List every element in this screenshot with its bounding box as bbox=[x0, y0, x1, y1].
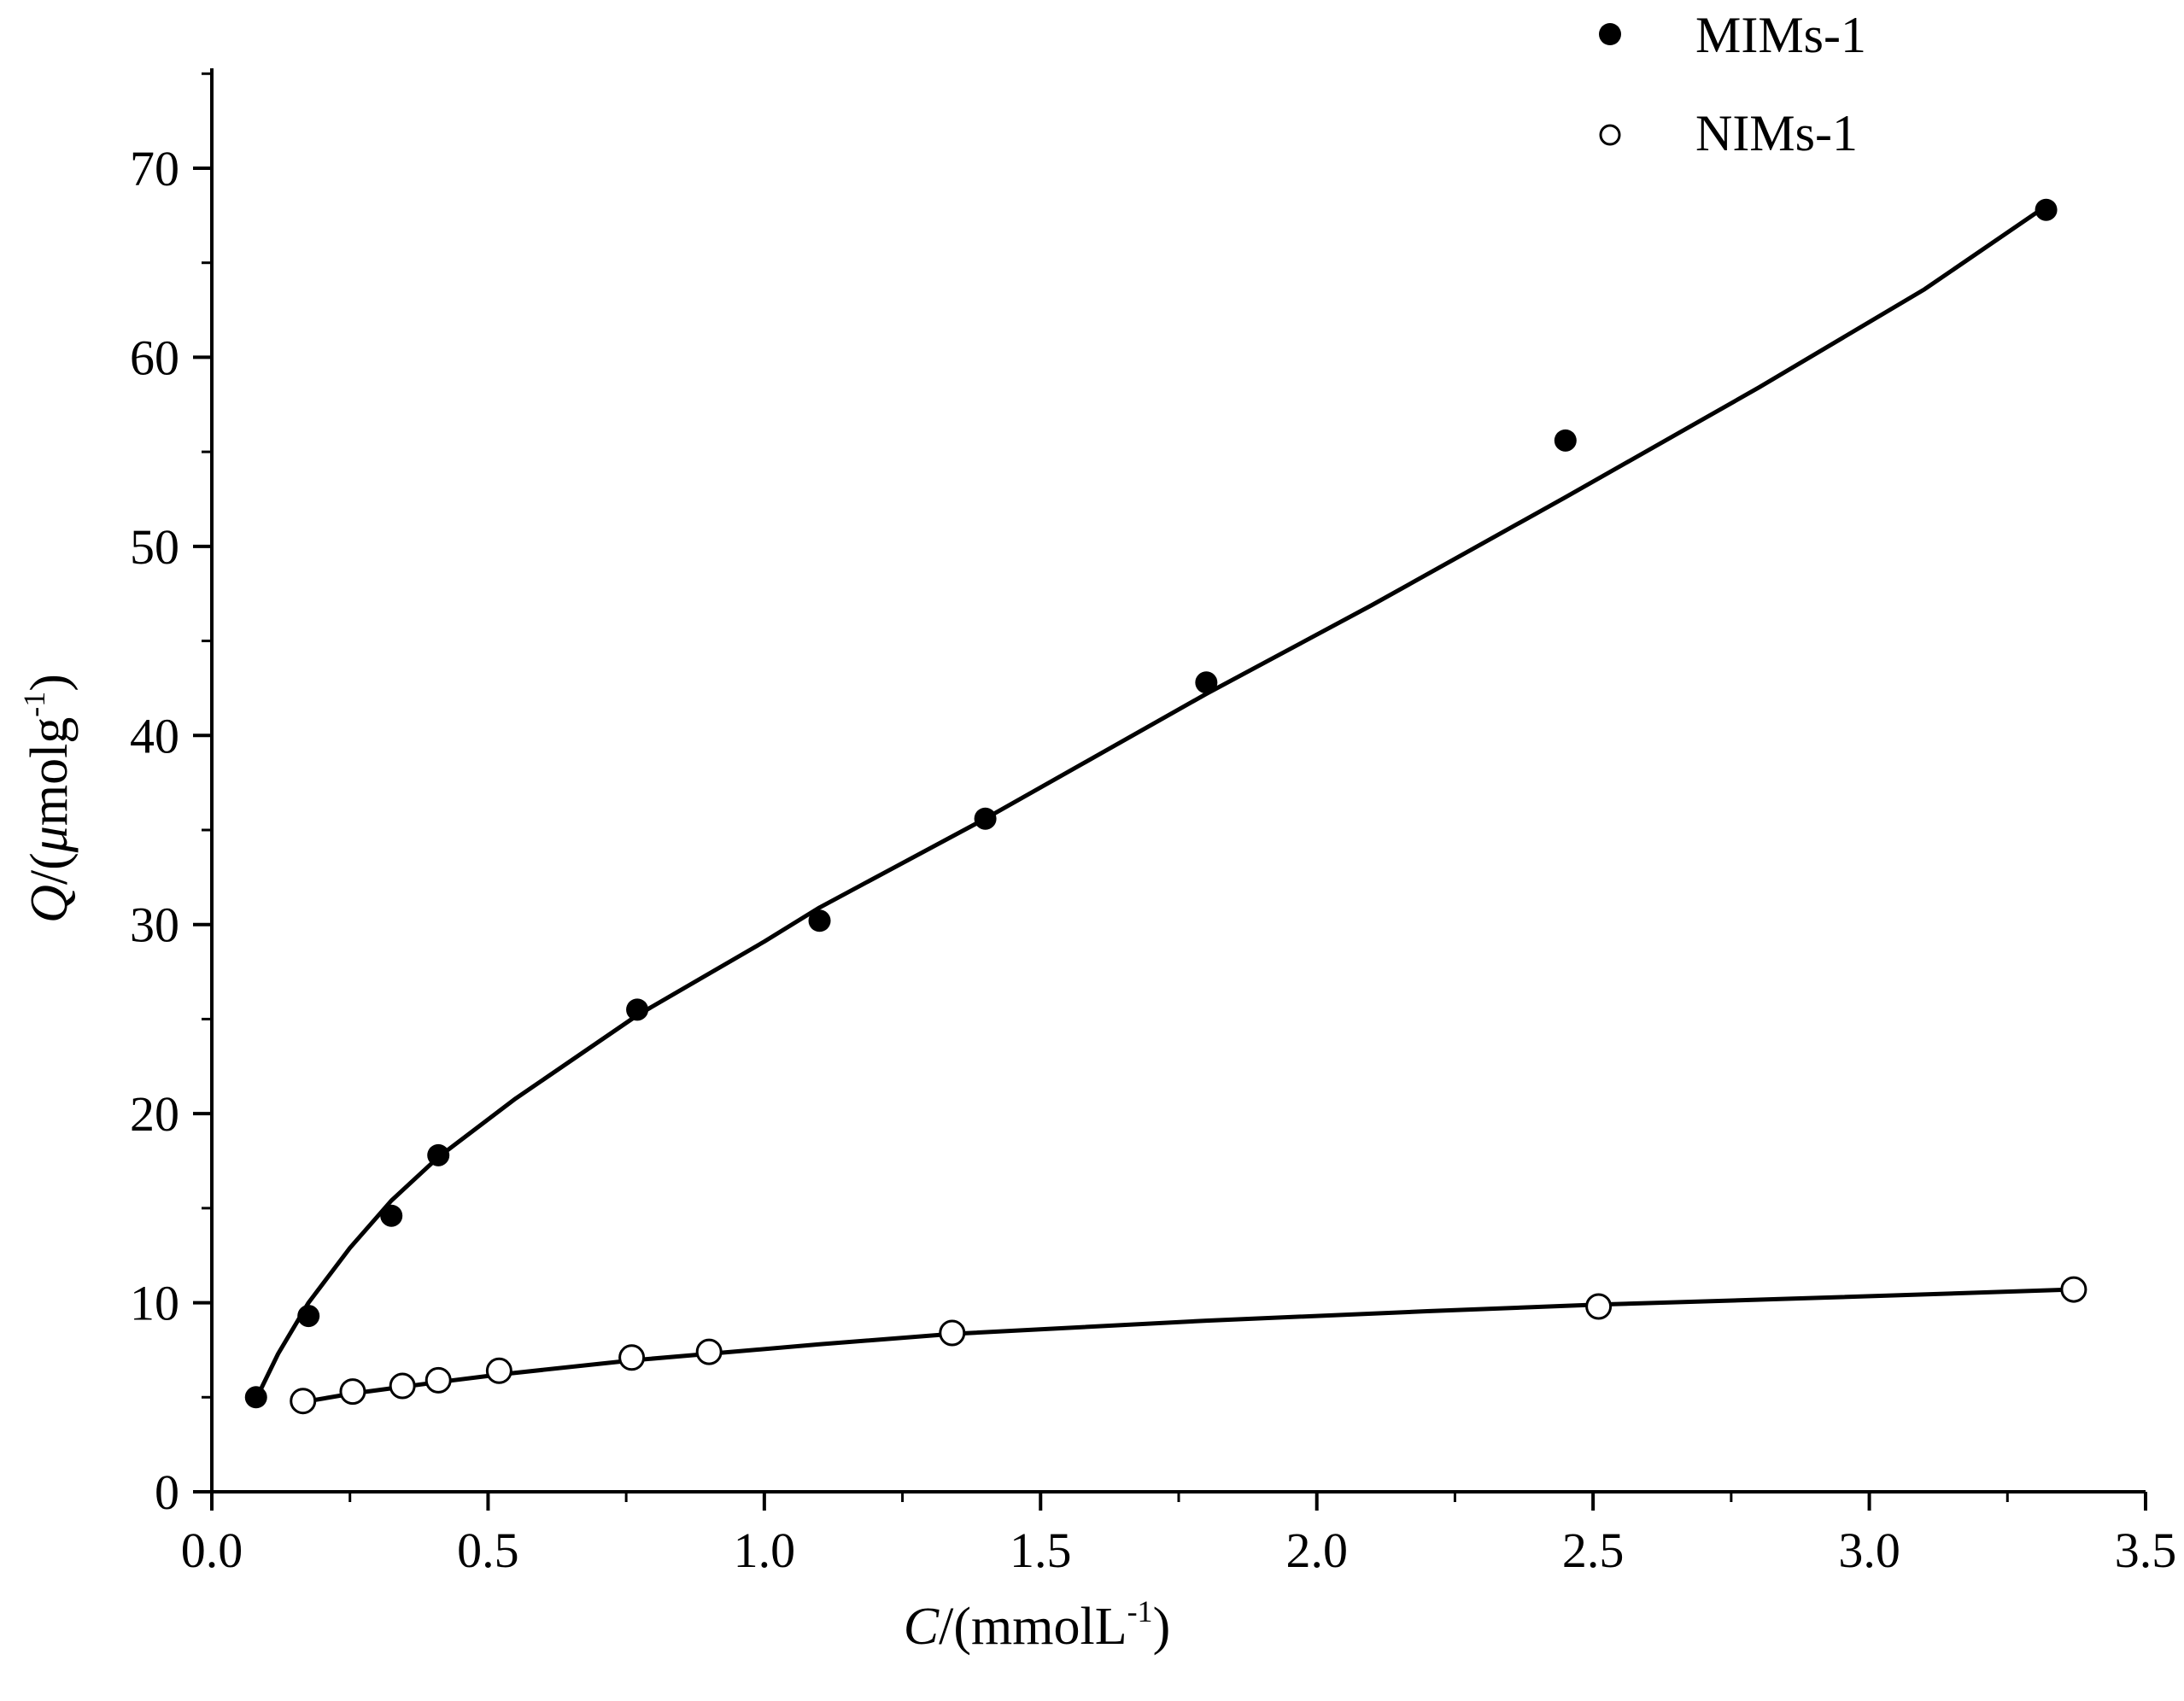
legend-label-mims-1: MIMs-1 bbox=[1695, 7, 1866, 63]
data-point-mims-1 bbox=[244, 1386, 267, 1409]
y-axis-ticks: 0 10 20 30 40 50 60 70 bbox=[130, 72, 212, 1520]
x-tick-label: 1.5 bbox=[1010, 1523, 1072, 1578]
y-tick-label: 50 bbox=[130, 519, 179, 575]
data-point-mims-1 bbox=[2035, 198, 2058, 221]
data-point-mims-1 bbox=[1554, 429, 1577, 452]
data-point-mims-1 bbox=[427, 1143, 450, 1166]
x-tick-label: 1.0 bbox=[734, 1523, 796, 1578]
y-tick-label: 40 bbox=[130, 708, 179, 763]
x-tick-label: 2.5 bbox=[1562, 1523, 1625, 1578]
x-tick-label: 3.5 bbox=[2115, 1523, 2177, 1578]
y-tick-label: 60 bbox=[130, 330, 179, 385]
axes bbox=[210, 68, 2146, 1493]
data-points bbox=[244, 198, 2087, 1415]
legend-label-nims-1: NIMs-1 bbox=[1695, 105, 1858, 161]
data-point-nims-1 bbox=[339, 1378, 366, 1406]
x-tick-label: 2.0 bbox=[1285, 1523, 1348, 1578]
data-point-mims-1 bbox=[808, 909, 831, 932]
y-tick-label: 10 bbox=[130, 1276, 179, 1331]
data-point-mims-1 bbox=[380, 1204, 403, 1227]
x-axis-title: C/(mmolL-1) bbox=[904, 1594, 1170, 1656]
data-point-nims-1 bbox=[939, 1319, 966, 1347]
data-point-nims-1 bbox=[695, 1338, 723, 1365]
data-point-nims-1 bbox=[485, 1357, 512, 1384]
y-tick-label: 30 bbox=[130, 897, 179, 953]
data-point-nims-1 bbox=[618, 1344, 646, 1371]
data-point-nims-1 bbox=[290, 1388, 317, 1415]
y-axis-title: Q/(μmolg-1) bbox=[17, 674, 79, 923]
x-tick-label: 0.5 bbox=[457, 1523, 519, 1578]
data-point-nims-1 bbox=[389, 1372, 416, 1400]
legend-marker-mims-1 bbox=[1599, 23, 1621, 45]
fit-curve-mims-1 bbox=[254, 204, 2047, 1400]
x-tick-label: 3.0 bbox=[1838, 1523, 1900, 1578]
data-point-mims-1 bbox=[974, 807, 997, 830]
y-tick-label: 0 bbox=[155, 1464, 179, 1520]
x-tick-label: 0.0 bbox=[181, 1523, 243, 1578]
data-point-nims-1 bbox=[425, 1366, 452, 1394]
x-axis-ticks: 0.0 0.5 1.0 1.5 2.0 2.5 3.0 3.5 bbox=[181, 1492, 2177, 1578]
data-point-mims-1 bbox=[626, 998, 649, 1021]
legend: MIMs-1 NIMs-1 bbox=[1599, 7, 1866, 161]
y-tick-label: 70 bbox=[130, 141, 179, 196]
fit-curves bbox=[254, 204, 2074, 1405]
data-point-nims-1 bbox=[2060, 1276, 2087, 1303]
data-point-mims-1 bbox=[1195, 671, 1218, 694]
fit-curve-nims-1 bbox=[302, 1287, 2074, 1405]
legend-marker-nims-1 bbox=[1599, 124, 1621, 146]
y-tick-label: 20 bbox=[130, 1086, 179, 1142]
data-point-nims-1 bbox=[1585, 1293, 1613, 1320]
data-point-mims-1 bbox=[297, 1305, 320, 1328]
